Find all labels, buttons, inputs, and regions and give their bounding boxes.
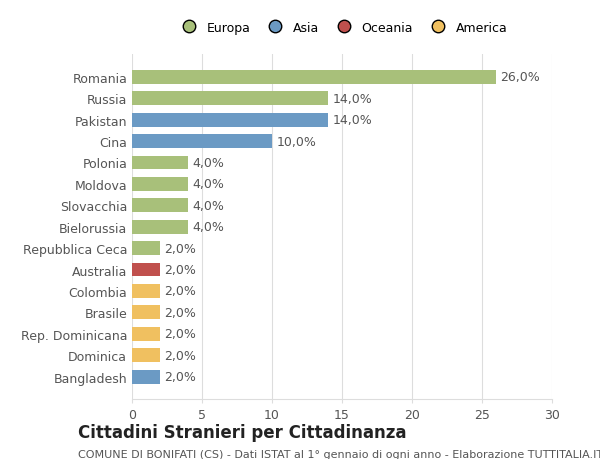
Text: 4,0%: 4,0% <box>192 178 224 191</box>
Bar <box>132 113 328 127</box>
Bar <box>132 284 160 298</box>
Bar <box>132 327 160 341</box>
Bar <box>132 306 160 319</box>
Text: COMUNE DI BONIFATI (CS) - Dati ISTAT al 1° gennaio di ogni anno - Elaborazione T: COMUNE DI BONIFATI (CS) - Dati ISTAT al … <box>78 449 600 459</box>
Text: 4,0%: 4,0% <box>192 221 224 234</box>
Bar <box>132 156 188 170</box>
Text: 26,0%: 26,0% <box>500 71 540 84</box>
Legend: Europa, Asia, Oceania, America: Europa, Asia, Oceania, America <box>172 17 512 39</box>
Text: 4,0%: 4,0% <box>192 157 224 170</box>
Text: 2,0%: 2,0% <box>164 370 196 383</box>
Bar <box>132 178 188 191</box>
Bar <box>132 92 328 106</box>
Bar <box>132 199 188 213</box>
Bar <box>132 220 188 234</box>
Bar <box>132 370 160 384</box>
Bar <box>132 241 160 256</box>
Bar <box>132 71 496 84</box>
Text: Cittadini Stranieri per Cittadinanza: Cittadini Stranieri per Cittadinanza <box>78 423 407 441</box>
Text: 2,0%: 2,0% <box>164 328 196 341</box>
Bar <box>132 348 160 362</box>
Bar <box>132 135 272 149</box>
Text: 10,0%: 10,0% <box>276 135 316 148</box>
Text: 2,0%: 2,0% <box>164 349 196 362</box>
Text: 4,0%: 4,0% <box>192 199 224 213</box>
Text: 2,0%: 2,0% <box>164 263 196 276</box>
Text: 14,0%: 14,0% <box>332 93 372 106</box>
Text: 2,0%: 2,0% <box>164 306 196 319</box>
Text: 2,0%: 2,0% <box>164 285 196 298</box>
Text: 2,0%: 2,0% <box>164 242 196 255</box>
Text: 14,0%: 14,0% <box>332 114 372 127</box>
Bar <box>132 263 160 277</box>
